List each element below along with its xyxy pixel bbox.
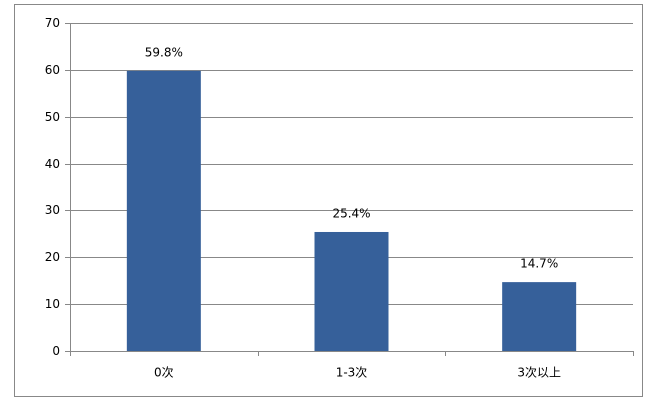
y-tick-label: 60: [45, 63, 60, 77]
y-tick-label: 0: [52, 344, 60, 358]
y-tick-label: 50: [45, 110, 60, 124]
x-tick-label: 3次以上: [517, 366, 561, 380]
value-label: 59.8%: [145, 45, 183, 59]
y-tick-label: 10: [45, 297, 60, 311]
value-label: 25.4%: [332, 206, 370, 220]
y-tick-label: 20: [45, 250, 60, 264]
value-label: 14.7%: [520, 257, 558, 271]
y-tick-label: 70: [45, 16, 60, 30]
x-tick-label: 1-3次: [336, 366, 368, 380]
x-tick-label: 0次: [154, 366, 174, 380]
y-tick-label: 40: [45, 157, 60, 171]
bar: [126, 70, 201, 352]
y-tick-label: 30: [45, 203, 60, 217]
bar: [314, 231, 389, 351]
bar: [502, 282, 577, 351]
